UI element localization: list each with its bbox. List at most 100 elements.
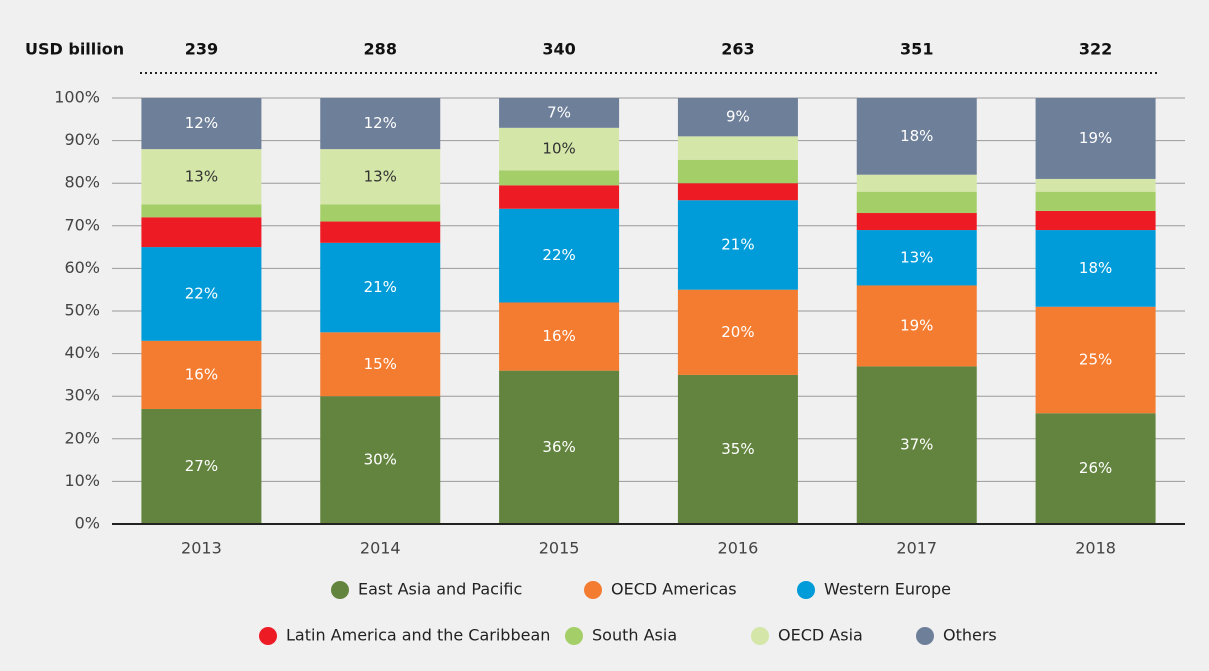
total-label: 351: [900, 40, 933, 59]
data-label: 13%: [185, 167, 218, 185]
bar-segment: [1035, 98, 1156, 179]
bar-segment: [1035, 306, 1156, 414]
data-label: 22%: [542, 246, 575, 264]
totals-label: USD billion: [25, 40, 124, 59]
data-label: 15%: [364, 355, 397, 373]
bar-segment: [320, 221, 441, 243]
total-label: 322: [1079, 40, 1112, 59]
data-label: 18%: [1079, 259, 1112, 277]
legend-label: Western Europe: [824, 580, 951, 599]
data-label: 35%: [721, 440, 754, 458]
bar-segment: [499, 370, 620, 524]
data-label: 26%: [1079, 459, 1112, 477]
bar-segment: [499, 127, 620, 171]
legend-marker: [797, 581, 815, 599]
legend-marker: [565, 627, 583, 645]
bar-segment: [320, 149, 441, 205]
legend-label: OECD Americas: [611, 580, 737, 599]
data-label: 13%: [364, 167, 397, 185]
bar-segment: [499, 185, 620, 209]
data-label: 36%: [542, 438, 575, 456]
y-tick-label: 50%: [64, 301, 100, 320]
bar-segment: [1035, 230, 1156, 307]
data-label: 21%: [364, 278, 397, 296]
data-label: 25%: [1079, 350, 1112, 368]
data-label: 10%: [542, 140, 575, 158]
legend-marker: [584, 581, 602, 599]
data-label: 7%: [547, 103, 571, 121]
bar-segment: [141, 408, 262, 524]
legend-marker: [259, 627, 277, 645]
data-label: 37%: [900, 436, 933, 454]
bar-segment: [677, 289, 798, 375]
y-tick-label: 40%: [64, 343, 100, 362]
data-label: 22%: [185, 284, 218, 302]
bar-segment: [141, 204, 262, 218]
x-tick-label: 2015: [539, 539, 580, 558]
total-label: 288: [364, 40, 397, 59]
bar-segment: [856, 285, 977, 367]
legend-label: Others: [943, 626, 997, 645]
bar-segment: [1035, 178, 1156, 192]
data-label: 13%: [900, 248, 933, 266]
y-tick-label: 70%: [64, 215, 100, 234]
y-tick-label: 30%: [64, 386, 100, 405]
x-tick-label: 2018: [1075, 539, 1116, 558]
bar-segment: [141, 340, 262, 409]
data-label: 19%: [900, 316, 933, 334]
y-tick-label: 100%: [54, 88, 100, 107]
total-label: 239: [185, 40, 218, 59]
legend-label: OECD Asia: [778, 626, 863, 645]
y-tick-label: 10%: [64, 471, 100, 490]
bar-segment: [856, 213, 977, 231]
bar-segment: [320, 98, 441, 150]
bar-segment: [677, 98, 798, 137]
y-tick-label: 0%: [75, 514, 100, 533]
x-tick-label: 2014: [360, 539, 401, 558]
bar-segment: [320, 242, 441, 333]
bar-segment: [499, 170, 620, 186]
x-tick-label: 2017: [896, 539, 937, 558]
legend-label: East Asia and Pacific: [358, 580, 522, 599]
bar-segment: [1035, 210, 1156, 231]
x-tick-label: 2013: [181, 539, 222, 558]
bar-segment: [677, 374, 798, 524]
bar-segment: [856, 366, 977, 524]
data-label: 27%: [185, 457, 218, 475]
data-label: 30%: [364, 451, 397, 469]
bar-segment: [1035, 413, 1156, 524]
y-tick-label: 90%: [64, 130, 100, 149]
data-label: 16%: [185, 365, 218, 383]
data-label: 9%: [726, 108, 750, 126]
bar-segment: [320, 396, 441, 524]
bar-segment: [141, 217, 262, 248]
y-tick-label: 20%: [64, 428, 100, 447]
bar-segment: [141, 98, 262, 150]
x-tick-label: 2016: [718, 539, 759, 558]
data-label: 12%: [364, 114, 397, 132]
y-tick-label: 60%: [64, 258, 100, 277]
bar-segment: [677, 136, 798, 160]
data-label: 12%: [185, 114, 218, 132]
bar-segment: [499, 208, 620, 303]
total-label: 340: [542, 40, 575, 59]
data-label: 18%: [900, 127, 933, 145]
bar-segment: [856, 174, 977, 192]
legend-label: South Asia: [592, 626, 677, 645]
bar-segment: [320, 332, 441, 397]
bar-segment: [320, 204, 441, 222]
bar-segment: [141, 247, 262, 341]
bar-segment: [499, 302, 620, 371]
legend-label: Latin America and the Caribbean: [286, 626, 550, 645]
bar-segment: [677, 200, 798, 290]
total-label: 263: [721, 40, 754, 59]
bar-segment: [856, 230, 977, 286]
bar-segment: [1035, 191, 1156, 211]
legend-marker: [331, 581, 349, 599]
bar-segment: [141, 149, 262, 205]
data-label: 20%: [721, 323, 754, 341]
data-label: 21%: [721, 235, 754, 253]
legend-marker: [916, 627, 934, 645]
legend-marker: [751, 627, 769, 645]
